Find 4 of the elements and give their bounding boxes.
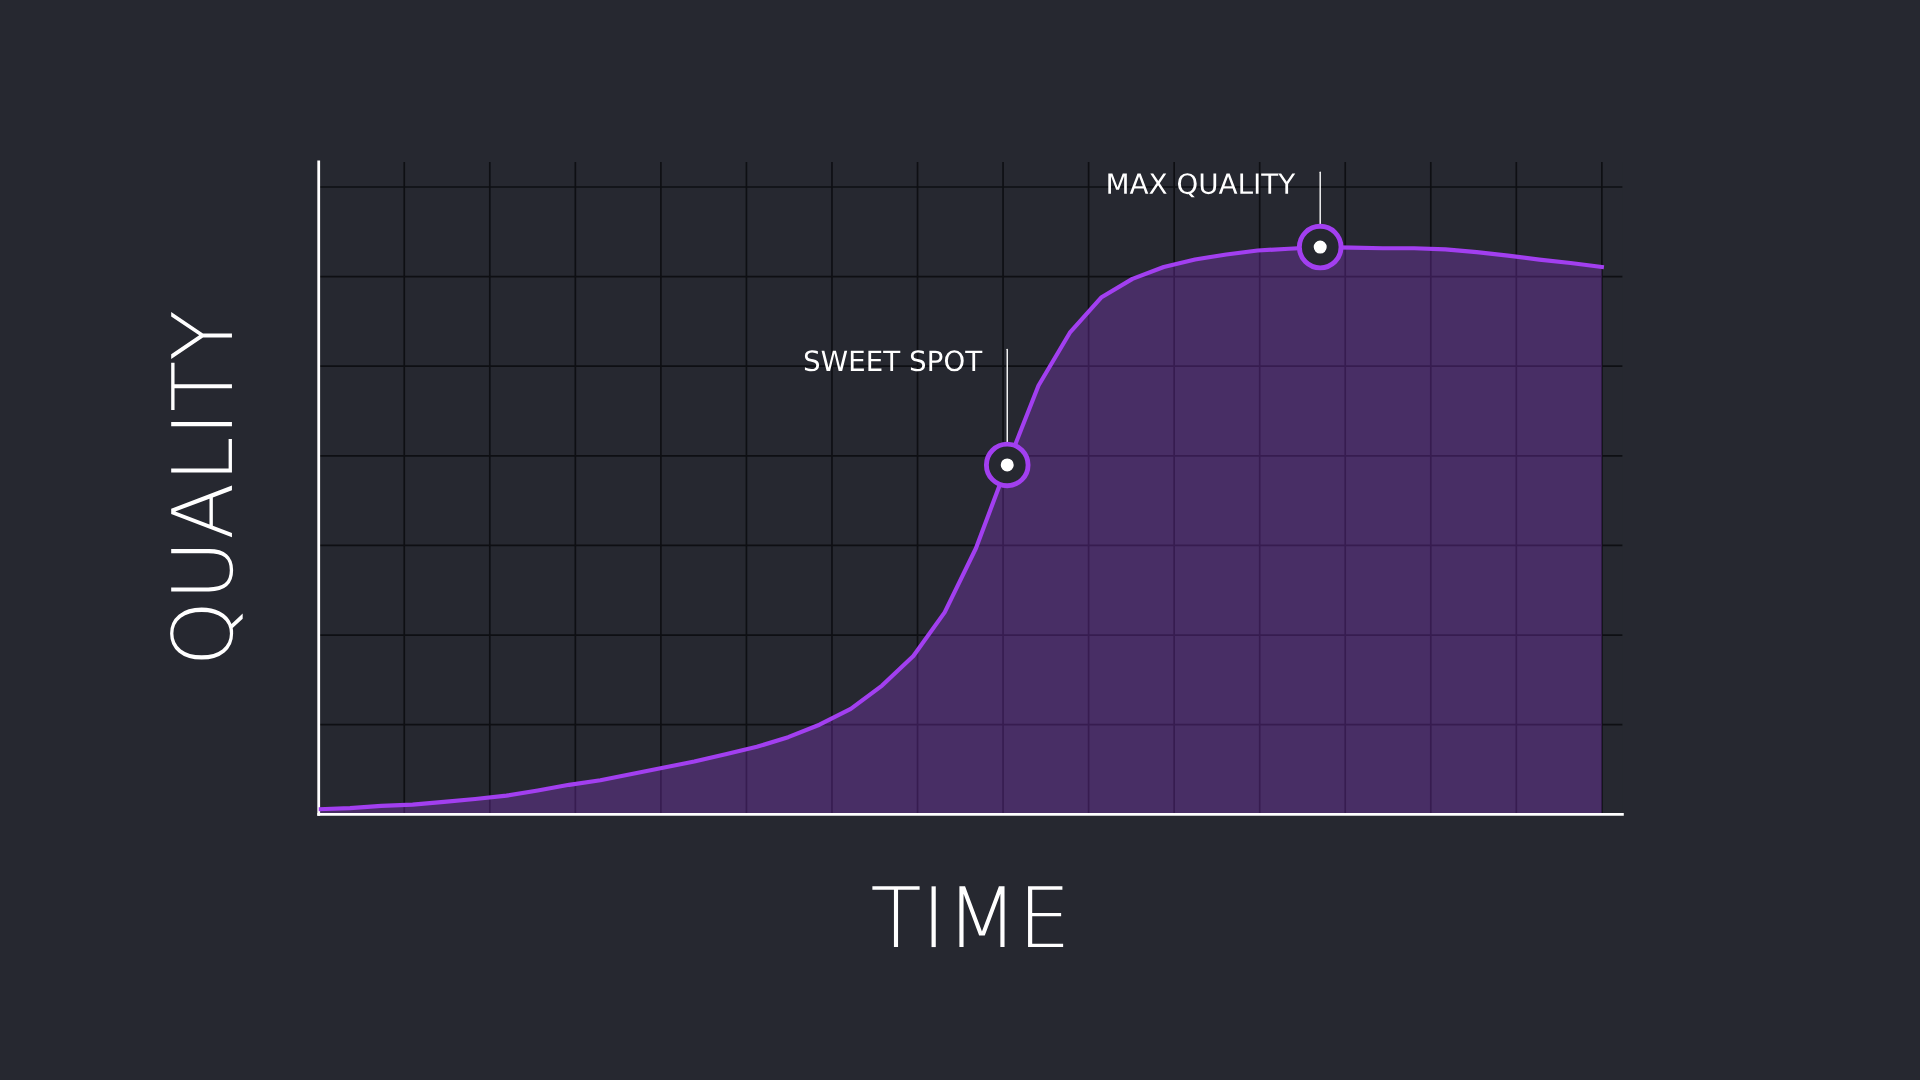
y-axis-title: QUALITY [170,311,243,660]
x-axis-title: TIME [872,886,1064,948]
annotation: SWEET SPOT [804,350,983,372]
text: MAX QUALITY [1108,173,1296,198]
